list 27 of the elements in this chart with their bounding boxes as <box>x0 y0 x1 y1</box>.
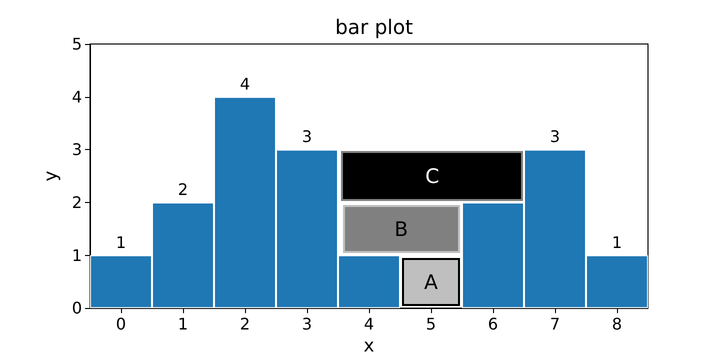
x-tick-label: 1 <box>178 314 188 334</box>
x-tick-label: 6 <box>488 314 498 334</box>
x-tick-label: 7 <box>550 314 560 334</box>
x-tick-label: 5 <box>426 314 436 334</box>
x-tick-label: 0 <box>116 314 126 334</box>
data-label: 1 <box>612 232 622 252</box>
data-label: 1 <box>116 232 126 252</box>
y-tick-label: 2 <box>72 192 82 212</box>
y-tick-label: 5 <box>72 34 82 54</box>
y-tick-label: 3 <box>72 140 82 160</box>
x-tick-label: 3 <box>302 314 312 334</box>
y-axis-title: y <box>40 170 62 182</box>
x-tick-label: 8 <box>612 314 622 334</box>
text-box: A <box>402 258 460 306</box>
x-axis-title: x <box>364 336 375 356</box>
chart-title: bar plot <box>335 15 414 39</box>
x-tick-label: 2 <box>240 314 250 334</box>
data-label: 3 <box>302 127 312 146</box>
data-label: 2 <box>178 180 188 199</box>
data-label: 3 <box>550 127 560 146</box>
y-tick-label: 1 <box>72 246 82 265</box>
x-tick-label: 4 <box>364 314 374 334</box>
y-tick-label: 4 <box>72 87 82 106</box>
text-box: B <box>342 204 460 253</box>
data-label: 4 <box>240 74 250 94</box>
y-tick-label: 0 <box>72 298 82 318</box>
text-box: C <box>341 151 524 201</box>
